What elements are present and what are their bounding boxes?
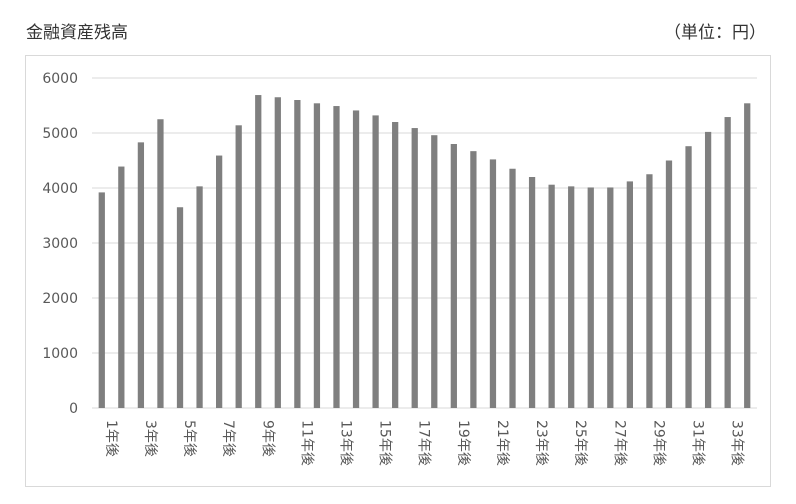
x-tick-label: 29年後 bbox=[650, 420, 666, 466]
y-tick-label: 3000 bbox=[42, 236, 78, 252]
y-tick-label: 0 bbox=[69, 401, 78, 417]
bar bbox=[724, 117, 731, 409]
bar bbox=[176, 207, 184, 408]
bar bbox=[352, 110, 360, 408]
bar bbox=[568, 186, 575, 408]
unit-label: （単位：円） bbox=[664, 23, 766, 43]
bar bbox=[626, 181, 633, 408]
y-tick-label: 5000 bbox=[42, 126, 78, 142]
x-tick-label: 13年後 bbox=[337, 420, 353, 466]
bar bbox=[98, 192, 105, 408]
x-tick-label: 21年後 bbox=[494, 420, 510, 466]
x-tick-label: 19年後 bbox=[455, 420, 471, 466]
bar bbox=[528, 177, 536, 408]
x-tick-label: 7年後 bbox=[220, 420, 236, 457]
bar bbox=[489, 159, 497, 408]
x-tick-label: 31年後 bbox=[690, 420, 706, 466]
chart-title: 金融資産残高 bbox=[26, 23, 128, 43]
y-tick-label: 6000 bbox=[42, 71, 78, 87]
bar bbox=[392, 122, 399, 408]
x-tick-label: 5年後 bbox=[181, 420, 197, 457]
x-tick-label: 9年後 bbox=[259, 420, 275, 457]
bar bbox=[704, 131, 712, 408]
bar bbox=[157, 119, 164, 408]
x-tick-label: 11年後 bbox=[298, 420, 314, 466]
bar bbox=[470, 151, 477, 408]
x-tick-label: 23年後 bbox=[533, 420, 549, 466]
bar bbox=[137, 142, 145, 408]
bar bbox=[431, 135, 438, 408]
x-tick-label: 33年後 bbox=[729, 420, 745, 466]
bar bbox=[274, 97, 281, 408]
x-tick-label: 1年後 bbox=[103, 420, 119, 457]
bar bbox=[216, 155, 223, 408]
bar bbox=[646, 174, 653, 408]
bar bbox=[411, 128, 418, 409]
bar bbox=[118, 166, 125, 408]
bar bbox=[255, 95, 262, 409]
y-tick-label: 2000 bbox=[42, 291, 78, 307]
x-tick-label: 3年後 bbox=[142, 420, 158, 457]
bar bbox=[333, 106, 340, 409]
bar bbox=[313, 103, 321, 409]
x-tick-label: 27年後 bbox=[611, 420, 627, 466]
bar bbox=[235, 125, 242, 409]
y-tick-label: 4000 bbox=[42, 181, 78, 197]
x-tick-label: 17年後 bbox=[416, 420, 432, 466]
bar bbox=[685, 146, 692, 408]
bar bbox=[744, 103, 751, 409]
bar bbox=[548, 184, 555, 408]
bar bbox=[587, 187, 594, 408]
bar bbox=[607, 187, 614, 408]
bar bbox=[665, 160, 673, 408]
x-tick-label: 25年後 bbox=[572, 420, 588, 466]
y-tick-label: 1000 bbox=[42, 346, 78, 362]
bar bbox=[450, 144, 457, 408]
x-tick-label: 15年後 bbox=[377, 420, 393, 466]
bar bbox=[294, 100, 301, 408]
bar bbox=[372, 115, 379, 409]
bar bbox=[509, 168, 516, 408]
bar bbox=[196, 186, 203, 408]
